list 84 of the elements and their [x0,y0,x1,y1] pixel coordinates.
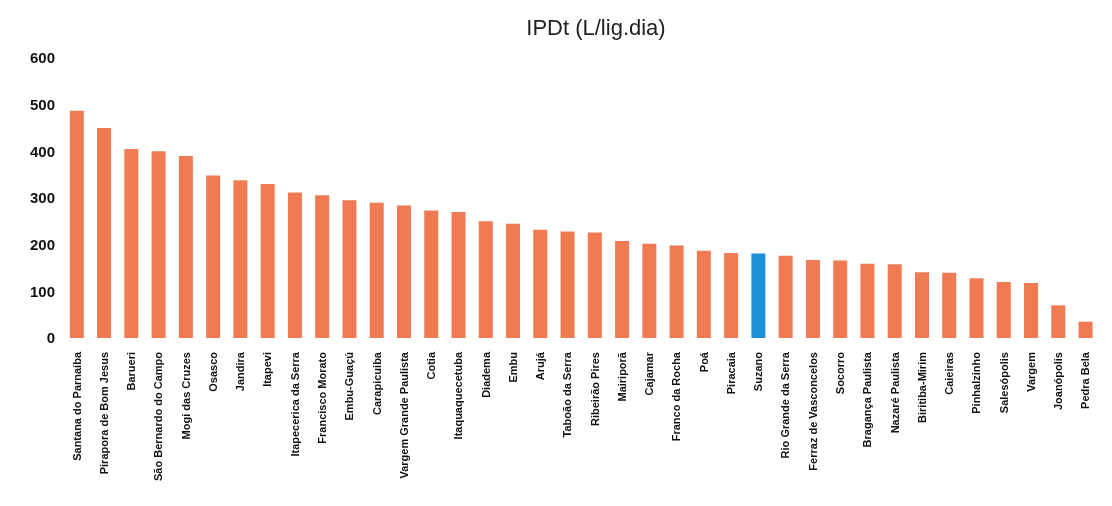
chart-title: IPDt (L/lig.dia) [525,14,667,42]
bar [642,243,657,338]
x-tick-label: Pedra Bela [1079,351,1092,409]
bar [151,151,166,338]
x-tick-label: Salesópolis [997,352,1010,414]
x-tick-label: Pirapora de Bom Jesus [97,352,110,475]
bar [914,272,929,338]
bar [724,253,739,338]
bar [1051,305,1066,338]
x-tick-label: Cajamar [643,351,656,396]
x-tick-label: Barueri [125,352,138,391]
bar [424,210,439,338]
x-tick-label: Bragança Paulista [861,351,874,448]
x-tick-label: Osasco [206,351,219,392]
x-tick-label: Itaquaquecetuba [452,351,465,440]
x-tick-label: Arujá [534,351,547,381]
x-tick-label: Cotia [425,351,438,380]
bar [996,282,1011,338]
bar [206,175,221,338]
x-tick-label: Embu-Guaçú [343,352,356,421]
bar [805,260,820,338]
bar [478,221,493,338]
x-tick-label: Vargem [1024,351,1037,392]
bar [833,260,848,338]
bar [778,255,793,338]
bar [260,184,275,338]
bar [969,278,984,338]
x-tick-label: Poá [697,351,710,373]
x-tick-label: Mairiporã [615,351,628,402]
bar [942,272,957,338]
x-tick-label: Ribeirão Pires [588,352,601,426]
bar [287,192,302,338]
x-tick-label: Nazaré Paulista [888,351,901,434]
y-tick-label: 100 [29,282,55,300]
bar [560,231,575,338]
x-tick-label: Pinhalzinho [970,351,983,414]
x-tick-label: Carapicuiba [370,351,383,415]
bar [342,200,357,338]
x-tick-label: Santana do Parnaíba [70,351,83,461]
x-tick-label: Socorro [834,351,846,395]
x-tick-label: Joanópolis [1052,352,1065,411]
bar [587,232,602,338]
x-tick-label: Suzano [752,351,765,392]
bar [1024,282,1039,338]
bar [69,110,84,338]
y-tick-label: 400 [29,142,55,160]
y-tick-label: 200 [29,235,55,253]
x-tick-label: São Bernardo do Campo [152,351,165,481]
bar [451,212,466,338]
x-tick-label: Caieiras [943,352,956,395]
x-tick-label: Diadema [479,351,492,398]
x-tick-label: Itapevi [261,352,274,387]
bar [887,264,902,338]
x-tick-label: Vargem Grande Paulista [397,351,410,479]
bar [751,253,766,338]
x-tick-label: Biritiba-Mirim [915,351,928,423]
bar [615,240,630,338]
x-tick-label: Itapecerica da Serra [288,351,301,457]
x-tick-label: Embu [506,352,519,383]
bar [533,229,548,338]
bar [1078,321,1093,338]
bar [396,205,411,338]
bar [124,149,139,338]
x-tick-label: Rio Grande da Serra [779,351,792,459]
bar [669,245,684,338]
bar [506,223,521,338]
y-tick-label: 300 [29,189,55,207]
y-tick-label: 600 [29,49,55,67]
bar [860,263,875,338]
x-tick-label: Piracaia [724,351,737,395]
bar [233,180,248,338]
x-tick-label: Taboão da Serra [561,351,574,438]
bar [696,250,711,338]
x-tick-label: Mogi das Cruzes [179,352,192,440]
bar [315,195,330,338]
bar [97,128,112,338]
y-tick-label: 500 [29,95,55,113]
x-tick-label: Francisco Morato [316,351,328,444]
x-tick-label: Ferraz de Vasconcelos [806,352,819,471]
y-tick-label: 0 [46,329,55,347]
x-tick-label: Franco da Rocha [670,351,683,442]
x-tick-label: Jandira [234,351,247,392]
bar [178,156,193,338]
bar [369,202,384,338]
